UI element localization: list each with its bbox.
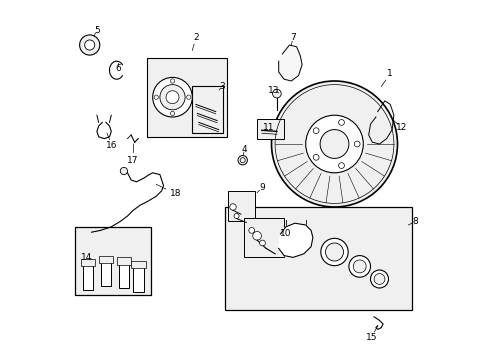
Circle shape — [313, 154, 318, 160]
Text: 2: 2 — [193, 33, 198, 42]
Circle shape — [154, 95, 158, 99]
Bar — [244, 218, 284, 257]
Circle shape — [170, 111, 174, 116]
Bar — [147, 58, 226, 137]
Circle shape — [152, 77, 192, 117]
Bar — [82, 261, 93, 290]
Circle shape — [120, 167, 127, 175]
Circle shape — [84, 40, 95, 50]
Circle shape — [238, 156, 247, 165]
Text: 9: 9 — [258, 184, 264, 193]
Text: 1: 1 — [386, 69, 392, 78]
Circle shape — [320, 238, 347, 266]
Circle shape — [348, 256, 370, 277]
Text: 11: 11 — [263, 123, 274, 132]
Circle shape — [352, 260, 366, 273]
Circle shape — [170, 79, 174, 83]
Text: 7: 7 — [290, 33, 295, 42]
Circle shape — [229, 204, 236, 210]
Circle shape — [370, 270, 387, 288]
Circle shape — [166, 91, 179, 104]
Bar — [131, 261, 145, 268]
Polygon shape — [278, 223, 312, 257]
Bar — [117, 257, 131, 265]
Bar — [224, 207, 411, 310]
Bar — [75, 227, 151, 295]
Circle shape — [234, 213, 239, 219]
Bar — [133, 263, 143, 292]
Text: 16: 16 — [106, 141, 118, 150]
Text: 12: 12 — [395, 123, 407, 132]
Circle shape — [313, 128, 318, 134]
Circle shape — [354, 141, 359, 147]
Bar — [118, 259, 129, 288]
Circle shape — [160, 85, 185, 110]
Bar — [101, 257, 111, 286]
Bar — [228, 191, 255, 221]
Circle shape — [80, 35, 100, 55]
Circle shape — [338, 163, 344, 168]
Bar — [257, 119, 284, 139]
Text: 15: 15 — [365, 333, 376, 342]
Text: 17: 17 — [127, 156, 139, 166]
Text: 13: 13 — [268, 86, 279, 95]
Circle shape — [271, 81, 397, 207]
Text: 3: 3 — [219, 82, 224, 91]
Bar — [99, 256, 113, 263]
Circle shape — [320, 130, 348, 158]
Circle shape — [373, 274, 384, 284]
Bar — [81, 259, 95, 266]
Text: 4: 4 — [241, 145, 247, 154]
Circle shape — [248, 228, 254, 233]
Text: 14: 14 — [81, 253, 92, 262]
Text: 5: 5 — [94, 26, 100, 35]
Bar — [192, 86, 223, 133]
Circle shape — [338, 120, 344, 125]
Circle shape — [259, 240, 265, 246]
Circle shape — [272, 89, 281, 98]
Text: 6: 6 — [115, 64, 121, 73]
Text: 10: 10 — [280, 229, 291, 238]
Text: 8: 8 — [412, 217, 418, 226]
Circle shape — [252, 231, 261, 240]
Circle shape — [325, 243, 343, 261]
Circle shape — [186, 95, 190, 99]
Polygon shape — [278, 45, 302, 81]
Circle shape — [305, 115, 363, 173]
Text: 18: 18 — [169, 189, 181, 198]
